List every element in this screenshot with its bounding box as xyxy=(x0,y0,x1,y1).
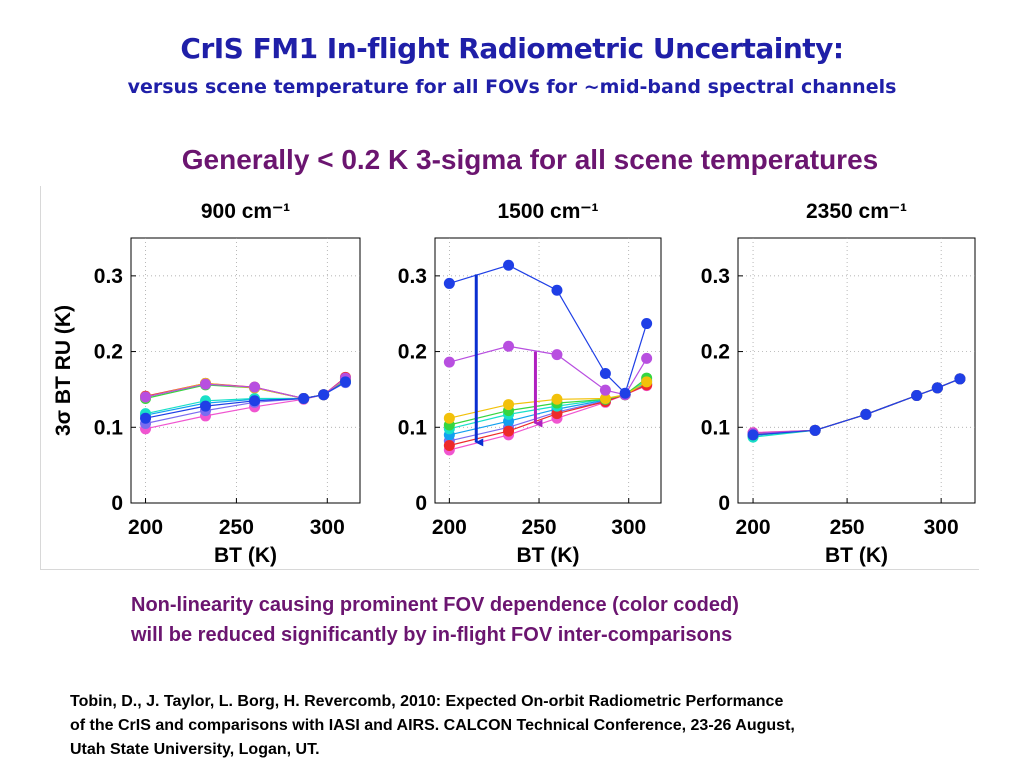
chart-title: 2350 cm⁻¹ xyxy=(806,200,907,223)
citation-line-1: Tobin, D., J. Taylor, L. Borg, H. Reverc… xyxy=(70,693,784,710)
data-point xyxy=(931,382,943,394)
data-point xyxy=(551,284,563,296)
data-point xyxy=(551,393,563,405)
data-point xyxy=(503,340,515,352)
series-1 xyxy=(747,373,966,441)
series-1 xyxy=(443,259,653,399)
data-point xyxy=(911,389,923,401)
chart-title: 900 cm⁻¹ xyxy=(201,200,290,223)
data-point xyxy=(339,376,351,388)
x-tick-label: 200 xyxy=(128,516,163,539)
data-point xyxy=(641,376,653,388)
y-tick-label: 0.1 xyxy=(398,416,428,439)
chart-title: 1500 cm⁻¹ xyxy=(498,200,599,223)
data-point xyxy=(641,352,653,364)
citation: Tobin, D., J. Taylor, L. Borg, H. Reverc… xyxy=(70,690,990,762)
x-tick-label: 300 xyxy=(310,516,345,539)
y-tick-label: 0 xyxy=(415,492,427,515)
charts-figure: 200 250 300 0 0.1 0.2 0.3 900 cm⁻¹ BT (K) 3σ BT R… xyxy=(52,200,976,567)
y-axis-label: 3σ BT RU (K) xyxy=(52,305,75,436)
data-point xyxy=(860,408,872,420)
y-tick-label: 0.1 xyxy=(701,416,731,439)
plot-area xyxy=(737,237,976,504)
plot-area xyxy=(434,237,662,504)
citation-line-2: of the CrIS and comparisons with IASI an… xyxy=(70,717,795,734)
data-point xyxy=(599,368,611,380)
note-line-2: will be reduced significantly by in-flig… xyxy=(131,624,733,646)
x-tick-label: 300 xyxy=(611,516,646,539)
data-point xyxy=(503,425,515,437)
x-tick-label: 300 xyxy=(924,516,959,539)
x-tick-label: 250 xyxy=(830,516,865,539)
slide-subtitle: versus scene temperature for all FOVs fo… xyxy=(127,76,897,98)
headline: Generally < 0.2 K 3-sigma for all scene … xyxy=(181,144,879,175)
chart-panel-3: 200 250 300 0 0.1 0.2 0.3 2350 cm⁻¹ BT (K) xyxy=(701,200,976,567)
data-point xyxy=(599,384,611,396)
data-point xyxy=(443,412,455,424)
x-tick-label: 250 xyxy=(522,516,557,539)
data-point xyxy=(551,408,563,420)
y-tick-label: 0.3 xyxy=(94,265,123,288)
y-tick-label: 0.3 xyxy=(398,265,427,288)
data-point xyxy=(809,424,821,436)
x-tick-label: 200 xyxy=(432,516,467,539)
chart-panel-2: 200 250 300 0 0.1 0.2 0.3 1500 cm⁻¹ BT (K) xyxy=(398,200,662,567)
series-line xyxy=(449,345,648,396)
note: Non-linearity causing prominent FOV depe… xyxy=(131,590,739,650)
data-point xyxy=(443,439,455,451)
y-tick-label: 0.2 xyxy=(94,341,123,364)
series-1 xyxy=(140,376,351,424)
data-point xyxy=(641,318,653,330)
x-axis-label: BT (K) xyxy=(517,544,580,567)
plot-area xyxy=(130,237,361,504)
data-point xyxy=(503,259,515,271)
data-point xyxy=(619,387,631,399)
data-point xyxy=(140,412,152,424)
y-tick-label: 0 xyxy=(718,492,730,515)
x-tick-label: 250 xyxy=(219,516,254,539)
data-point xyxy=(318,389,330,401)
data-point xyxy=(200,400,212,412)
y-tick-label: 0.3 xyxy=(701,265,730,288)
figure-frame xyxy=(40,186,979,570)
x-tick-label: 200 xyxy=(736,516,771,539)
y-tick-label: 0 xyxy=(111,492,123,515)
data-point xyxy=(503,399,515,411)
chart-panel-1: 200 250 300 0 0.1 0.2 0.3 900 cm⁻¹ BT (K) 3σ BT R… xyxy=(52,200,361,567)
data-point xyxy=(200,378,212,390)
y-tick-label: 0.1 xyxy=(94,416,124,439)
data-point xyxy=(551,349,563,361)
data-point xyxy=(443,277,455,289)
series-line xyxy=(449,264,648,395)
series-2 xyxy=(443,340,653,401)
x-axis-label: BT (K) xyxy=(825,544,888,567)
data-point xyxy=(954,373,966,385)
slide-title: CrIS FM1 In-flight Radiometric Uncertain… xyxy=(180,32,844,65)
data-point xyxy=(443,356,455,368)
series-3 xyxy=(443,376,653,424)
data-point xyxy=(249,381,261,393)
data-point xyxy=(298,393,310,405)
data-point xyxy=(249,395,261,407)
x-axis-label: BT (K) xyxy=(214,544,277,567)
data-point xyxy=(140,391,152,403)
citation-line-3: Utah State University, Logan, UT. xyxy=(70,741,320,758)
y-tick-label: 0.2 xyxy=(398,341,427,364)
data-point xyxy=(747,429,759,441)
note-line-1: Non-linearity causing prominent FOV depe… xyxy=(131,594,739,616)
data-point xyxy=(599,393,611,405)
y-tick-label: 0.2 xyxy=(701,341,730,364)
